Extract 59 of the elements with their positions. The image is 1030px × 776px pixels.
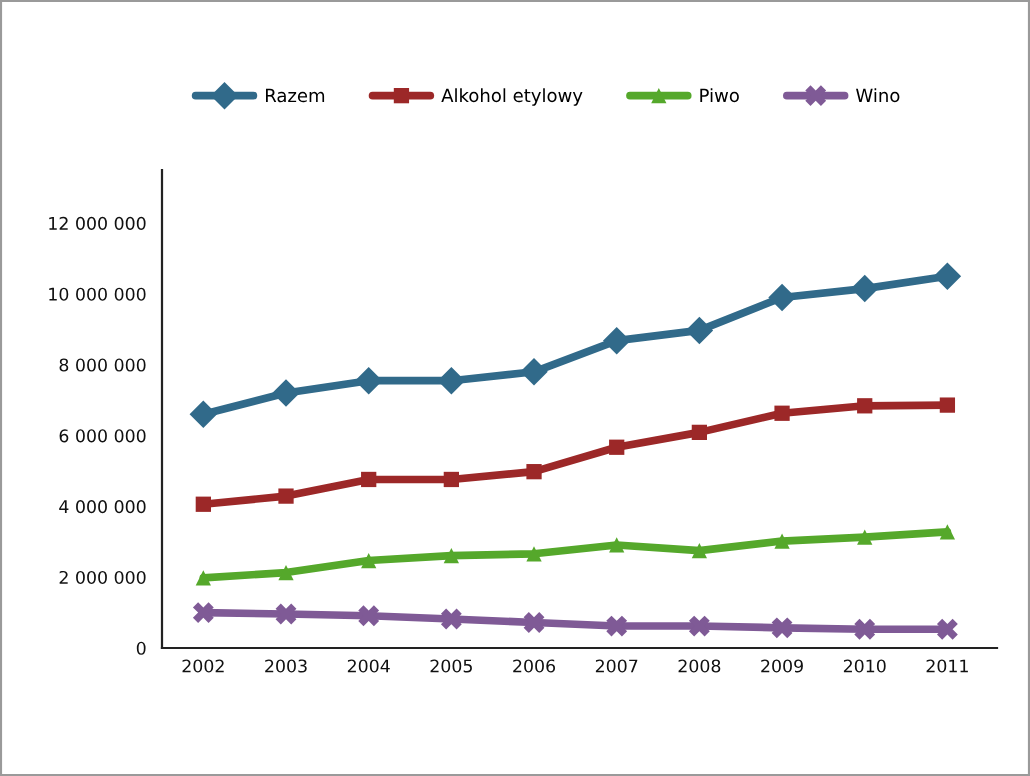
y-tick-label: 6 000 000: [59, 429, 146, 443]
point: [688, 615, 710, 637]
point: [361, 552, 377, 569]
x-tick-label: 2007: [595, 659, 638, 673]
point: [774, 533, 790, 549]
x-tick-label: 2011: [926, 659, 968, 673]
point: [602, 326, 631, 355]
point: [520, 358, 548, 386]
x-tick-label: 2009: [761, 659, 803, 673]
y-tick-label: 2 000 000: [59, 570, 146, 585]
point: [771, 617, 793, 639]
point: [195, 496, 211, 512]
point: [272, 379, 300, 407]
point: [774, 405, 790, 421]
point: [358, 605, 380, 627]
x-tick-label: 2008: [678, 659, 721, 673]
point: [526, 546, 542, 562]
point: [933, 262, 962, 290]
x-tick-label: 2002: [182, 659, 224, 673]
point: [195, 570, 211, 586]
legend-label: Piwo: [700, 88, 739, 103]
point: [189, 400, 218, 429]
point: [691, 542, 708, 559]
y-tick-label: 12 000 000: [49, 216, 146, 230]
point: [685, 316, 714, 345]
point: [440, 608, 462, 630]
point: [606, 615, 628, 637]
y-tick-label: 8 000 000: [59, 358, 146, 372]
point: [691, 424, 708, 441]
point: [443, 547, 459, 564]
point: [939, 397, 956, 413]
point: [857, 529, 873, 545]
y-tick-label: 0: [136, 641, 146, 655]
legend-label: Razem: [266, 88, 325, 103]
point: [936, 618, 958, 640]
point: [361, 471, 377, 488]
x-tick-label: 2010: [843, 659, 886, 673]
x-tick-label: 2006: [513, 659, 556, 673]
x-tick-label: 2005: [430, 659, 472, 673]
legend-label: Alkohol etylowy: [441, 88, 583, 106]
x-tick-label: 2004: [347, 659, 390, 673]
point: [275, 603, 297, 625]
point: [443, 471, 459, 488]
point: [854, 618, 876, 640]
point: [609, 439, 625, 455]
y-tick-label: 10 000 000: [49, 287, 146, 301]
point: [523, 612, 545, 633]
point: [768, 283, 796, 312]
point: [526, 464, 542, 480]
point: [609, 537, 625, 553]
x-tick-label: 2003: [265, 659, 307, 673]
point: [939, 524, 956, 540]
legend-label: Wino: [856, 88, 900, 103]
point: [278, 564, 294, 581]
point: [278, 488, 294, 504]
point: [850, 274, 879, 303]
y-tick-label: 4 000 000: [59, 500, 146, 514]
point: [192, 602, 214, 624]
point: [857, 398, 873, 414]
